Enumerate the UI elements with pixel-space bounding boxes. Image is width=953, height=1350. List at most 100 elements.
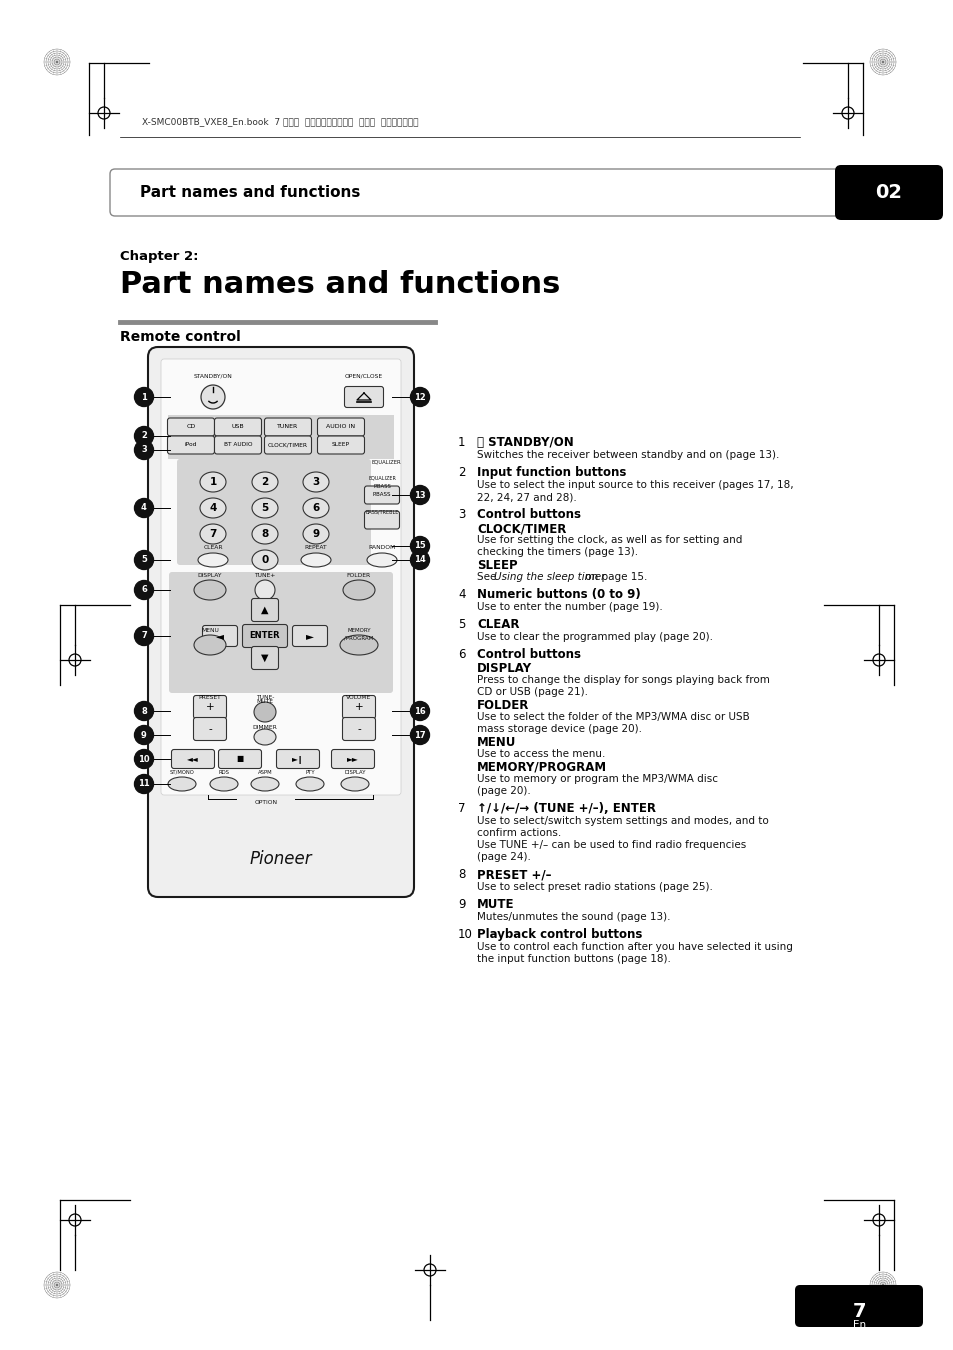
Ellipse shape <box>339 634 377 655</box>
Text: 15: 15 <box>414 541 425 551</box>
FancyBboxPatch shape <box>794 1285 923 1327</box>
Ellipse shape <box>303 498 329 518</box>
FancyBboxPatch shape <box>264 436 312 454</box>
Text: Use to select the input source to this receiver (pages 17, 18,: Use to select the input source to this r… <box>476 481 793 490</box>
Text: MENU: MENU <box>476 736 516 749</box>
Text: CLEAR: CLEAR <box>203 545 223 549</box>
Text: 6: 6 <box>141 586 147 594</box>
Text: Pioneer: Pioneer <box>250 850 312 868</box>
Text: Mutes/unmutes the sound (page 13).: Mutes/unmutes the sound (page 13). <box>476 913 670 922</box>
Text: Use for setting the clock, as well as for setting and: Use for setting the clock, as well as fo… <box>476 535 741 545</box>
FancyBboxPatch shape <box>202 625 237 647</box>
Text: 1: 1 <box>141 393 147 401</box>
Text: OPEN/CLOSE: OPEN/CLOSE <box>345 373 383 378</box>
Text: +: + <box>355 702 363 711</box>
Text: 14: 14 <box>414 555 425 564</box>
Ellipse shape <box>367 554 396 567</box>
FancyBboxPatch shape <box>331 749 375 768</box>
Text: Part names and functions: Part names and functions <box>120 270 559 298</box>
Ellipse shape <box>200 498 226 518</box>
Text: FOLDER: FOLDER <box>476 699 529 711</box>
Ellipse shape <box>343 580 375 599</box>
Text: 7: 7 <box>457 802 465 815</box>
FancyBboxPatch shape <box>252 598 278 621</box>
Text: checking the timers (page 13).: checking the timers (page 13). <box>476 547 638 558</box>
Text: 5: 5 <box>141 555 147 564</box>
Circle shape <box>410 551 429 570</box>
FancyBboxPatch shape <box>148 347 414 896</box>
Text: Press to change the display for songs playing back from: Press to change the display for songs pl… <box>476 675 769 684</box>
Text: Use to select/switch system settings and modes, and to: Use to select/switch system settings and… <box>476 815 768 826</box>
Text: 2: 2 <box>141 432 147 440</box>
Text: Chapter 2:: Chapter 2: <box>120 250 198 263</box>
FancyBboxPatch shape <box>252 647 278 670</box>
Text: ►: ► <box>306 630 314 641</box>
Text: CLEAR: CLEAR <box>476 618 519 630</box>
Text: 4: 4 <box>209 504 216 513</box>
Ellipse shape <box>252 549 277 570</box>
Text: 4: 4 <box>457 589 465 601</box>
Ellipse shape <box>253 702 275 722</box>
FancyBboxPatch shape <box>193 717 226 741</box>
Text: Control buttons: Control buttons <box>476 508 580 521</box>
FancyBboxPatch shape <box>293 625 327 647</box>
Text: Remote control: Remote control <box>120 329 240 344</box>
Text: Use to clear the programmed play (page 20).: Use to clear the programmed play (page 2… <box>476 632 712 643</box>
Ellipse shape <box>252 472 277 491</box>
Text: VOLUME: VOLUME <box>346 695 372 701</box>
Text: ST/MONO: ST/MONO <box>170 769 194 775</box>
Circle shape <box>134 626 153 645</box>
Circle shape <box>134 387 153 406</box>
Text: 12: 12 <box>414 393 425 401</box>
Text: 02: 02 <box>875 184 902 202</box>
Ellipse shape <box>253 729 275 745</box>
Text: -: - <box>208 724 212 734</box>
Text: ◄◄: ◄◄ <box>187 755 198 764</box>
Text: Input function buttons: Input function buttons <box>476 466 626 479</box>
FancyBboxPatch shape <box>242 625 287 648</box>
Text: 11: 11 <box>138 779 150 788</box>
Text: X-SMC00BTB_VXE8_En.book  7 ページ  ２０１３年４月４日  木曜日  午後２時３８分: X-SMC00BTB_VXE8_En.book 7 ページ ２０１３年４月４日 … <box>142 117 418 126</box>
Text: ■: ■ <box>236 755 243 764</box>
Text: PRESET +/–: PRESET +/– <box>476 868 551 882</box>
Text: SLEEP: SLEEP <box>332 443 350 447</box>
Text: Using the sleep timer: Using the sleep timer <box>494 572 604 582</box>
Text: 4: 4 <box>141 504 147 513</box>
Text: 17: 17 <box>414 730 425 740</box>
Circle shape <box>134 580 153 599</box>
Text: 5: 5 <box>457 618 465 630</box>
FancyBboxPatch shape <box>193 695 226 718</box>
Text: 22, 24, 27 and 28).: 22, 24, 27 and 28). <box>476 491 577 502</box>
Ellipse shape <box>200 472 226 491</box>
Text: TUNE+: TUNE+ <box>254 572 275 578</box>
Bar <box>168 414 394 459</box>
Text: Use to select preset radio stations (page 25).: Use to select preset radio stations (pag… <box>476 882 712 892</box>
Text: DISPLAY: DISPLAY <box>476 662 532 675</box>
Circle shape <box>134 725 153 744</box>
Text: confirm actions.: confirm actions. <box>476 828 560 838</box>
FancyBboxPatch shape <box>342 717 375 741</box>
Text: ▲: ▲ <box>261 605 269 616</box>
Ellipse shape <box>252 498 277 518</box>
Circle shape <box>134 440 153 459</box>
Text: 7: 7 <box>141 632 147 640</box>
Text: ASPM: ASPM <box>257 769 272 775</box>
Text: +: + <box>206 702 214 711</box>
FancyBboxPatch shape <box>168 436 214 454</box>
Text: 1: 1 <box>457 436 465 450</box>
Text: 3: 3 <box>312 477 319 487</box>
Text: ⏻ STANDBY/ON: ⏻ STANDBY/ON <box>476 436 573 450</box>
Text: 6: 6 <box>457 648 465 662</box>
FancyBboxPatch shape <box>344 386 383 408</box>
FancyBboxPatch shape <box>218 749 261 768</box>
Text: CLOCK/TIMER: CLOCK/TIMER <box>476 522 566 535</box>
Text: ◄: ◄ <box>215 630 224 641</box>
Ellipse shape <box>193 634 226 655</box>
Text: on page 15.: on page 15. <box>581 572 647 582</box>
Text: USB: USB <box>232 424 244 429</box>
Text: EQUALIZER: EQUALIZER <box>371 459 400 464</box>
Text: Use to memory or program the MP3/WMA disc: Use to memory or program the MP3/WMA dis… <box>476 774 718 784</box>
Text: BT AUDIO: BT AUDIO <box>224 443 252 447</box>
Ellipse shape <box>251 778 278 791</box>
Text: 5: 5 <box>261 504 269 513</box>
